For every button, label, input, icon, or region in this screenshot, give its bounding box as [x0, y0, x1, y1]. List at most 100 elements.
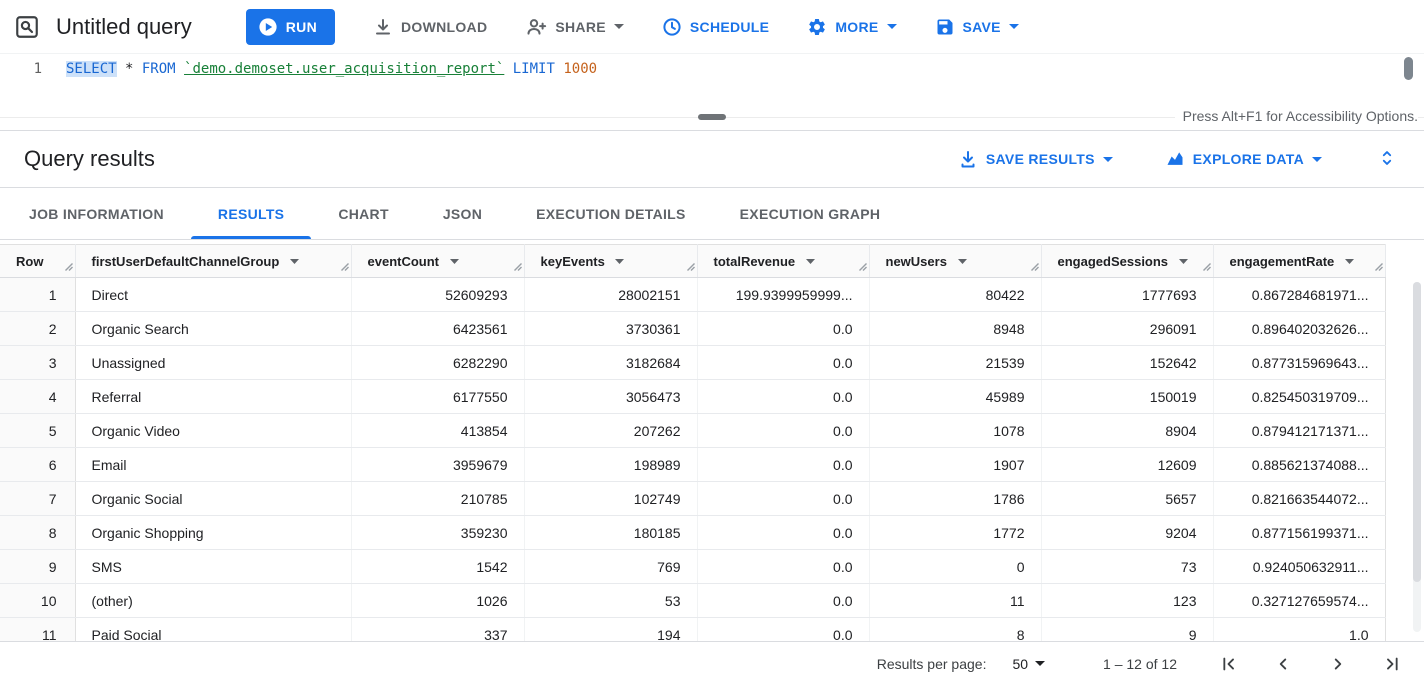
cell-engagementRate[interactable]: 0.327127659574... [1213, 583, 1386, 618]
column-menu-caret-icon[interactable] [449, 258, 459, 264]
first-page-button[interactable] [1217, 652, 1241, 676]
cell-newUsers[interactable]: 1772 [869, 515, 1042, 550]
tab-chart[interactable]: CHART [338, 205, 389, 222]
cell-totalRevenue[interactable]: 0.0 [697, 583, 870, 618]
column-resize-icon[interactable] [858, 260, 868, 272]
cell-engagedSessions[interactable]: 123 [1041, 583, 1214, 618]
cell-newUsers[interactable]: 21539 [869, 345, 1042, 380]
cell-keyEvents[interactable]: 102749 [524, 481, 698, 516]
cell-eventCount[interactable]: 6423561 [351, 311, 525, 346]
explore-data-button[interactable]: EXPLORE DATA [1165, 149, 1322, 169]
tab-execution-graph[interactable]: EXECUTION GRAPH [739, 205, 881, 222]
cell-firstUserDefaultChannelGroup[interactable]: Organic Social [75, 481, 352, 516]
column-resize-icon[interactable] [64, 260, 74, 272]
cell-eventCount[interactable]: 52609293 [351, 277, 525, 312]
row-number-cell[interactable]: 6 [0, 447, 76, 482]
column-resize-icon[interactable] [1202, 260, 1212, 272]
cell-eventCount[interactable]: 337 [351, 617, 525, 641]
cell-keyEvents[interactable]: 180185 [524, 515, 698, 550]
cell-keyEvents[interactable]: 3182684 [524, 345, 698, 380]
row-number-cell[interactable]: 2 [0, 311, 76, 346]
cell-newUsers[interactable]: 8948 [869, 311, 1042, 346]
run-button[interactable]: RUN [245, 8, 335, 45]
cell-engagedSessions[interactable]: 1777693 [1041, 277, 1214, 312]
cell-engagedSessions[interactable]: 9 [1041, 617, 1214, 641]
cell-totalRevenue[interactable]: 0.0 [697, 413, 870, 448]
cell-newUsers[interactable]: 1078 [869, 413, 1042, 448]
share-button[interactable]: SHARE [525, 16, 624, 38]
cell-eventCount[interactable]: 6177550 [351, 379, 525, 414]
cell-totalRevenue[interactable]: 0.0 [697, 515, 870, 550]
table-scrollbar-thumb[interactable] [1413, 282, 1421, 582]
column-menu-caret-icon[interactable] [957, 258, 967, 264]
row-number-cell[interactable]: 5 [0, 413, 76, 448]
cell-totalRevenue[interactable]: 0.0 [697, 311, 870, 346]
cell-firstUserDefaultChannelGroup[interactable]: Organic Shopping [75, 515, 352, 550]
cell-engagementRate[interactable]: 0.885621374088... [1213, 447, 1386, 482]
column-menu-caret-icon[interactable] [1178, 258, 1188, 264]
row-number-cell[interactable]: 8 [0, 515, 76, 550]
cell-engagementRate[interactable]: 0.825450319709... [1213, 379, 1386, 414]
cell-firstUserDefaultChannelGroup[interactable]: Direct [75, 277, 352, 312]
cell-engagementRate[interactable]: 0.924050632911... [1213, 549, 1386, 584]
cell-totalRevenue[interactable]: 199.9399959999... [697, 277, 870, 312]
cell-engagedSessions[interactable]: 73 [1041, 549, 1214, 584]
cell-engagementRate[interactable]: 0.896402032626... [1213, 311, 1386, 346]
cell-totalRevenue[interactable]: 0.0 [697, 481, 870, 516]
cell-newUsers[interactable]: 8 [869, 617, 1042, 641]
cell-engagedSessions[interactable]: 9204 [1041, 515, 1214, 550]
tab-results[interactable]: RESULTS [190, 188, 312, 239]
cell-keyEvents[interactable]: 28002151 [524, 277, 698, 312]
cell-keyEvents[interactable]: 194 [524, 617, 698, 641]
tab-execution-details[interactable]: EXECUTION DETAILS [536, 205, 686, 222]
cell-firstUserDefaultChannelGroup[interactable]: Email [75, 447, 352, 482]
cell-newUsers[interactable]: 45989 [869, 379, 1042, 414]
sql-table-reference-link[interactable]: `demo.demoset.user_acquisition_report` [184, 61, 505, 77]
cell-newUsers[interactable]: 1907 [869, 447, 1042, 482]
cell-engagedSessions[interactable]: 8904 [1041, 413, 1214, 448]
cell-newUsers[interactable]: 1786 [869, 481, 1042, 516]
column-resize-icon[interactable] [513, 260, 523, 272]
save-button[interactable]: SAVE [935, 17, 1019, 37]
column-header-engagementRate[interactable]: engagementRate [1213, 244, 1386, 278]
cell-eventCount[interactable]: 6282290 [351, 345, 525, 380]
cell-firstUserDefaultChannelGroup[interactable]: Organic Search [75, 311, 352, 346]
column-header-totalRevenue[interactable]: totalRevenue [697, 244, 870, 278]
table-scrollbar[interactable] [1413, 282, 1421, 632]
column-header-firstUserDefaultChannelGroup[interactable]: firstUserDefaultChannelGroup [75, 244, 352, 278]
cell-engagedSessions[interactable]: 152642 [1041, 345, 1214, 380]
column-menu-caret-icon[interactable] [1344, 258, 1354, 264]
expand-results-button[interactable] [1374, 145, 1400, 174]
cell-eventCount[interactable]: 1542 [351, 549, 525, 584]
column-menu-caret-icon[interactable] [805, 258, 815, 264]
cell-keyEvents[interactable]: 3056473 [524, 379, 698, 414]
column-resize-icon[interactable] [340, 260, 350, 272]
cell-engagedSessions[interactable]: 12609 [1041, 447, 1214, 482]
cell-keyEvents[interactable]: 53 [524, 583, 698, 618]
cell-engagementRate[interactable]: 0.867284681971... [1213, 277, 1386, 312]
cell-keyEvents[interactable]: 769 [524, 549, 698, 584]
column-header-eventCount[interactable]: eventCount [351, 244, 525, 278]
column-resize-icon[interactable] [686, 260, 696, 272]
previous-page-button[interactable] [1272, 652, 1296, 676]
row-number-cell[interactable]: 1 [0, 277, 76, 312]
column-resize-icon[interactable] [1030, 260, 1040, 272]
editor-scrollbar-thumb[interactable] [1404, 57, 1413, 80]
row-number-cell[interactable]: 4 [0, 379, 76, 414]
cell-totalRevenue[interactable]: 0.0 [697, 379, 870, 414]
row-number-cell[interactable]: 11 [0, 617, 76, 641]
cell-engagementRate[interactable]: 0.821663544072... [1213, 481, 1386, 516]
row-number-cell[interactable]: 10 [0, 583, 76, 618]
column-header-newUsers[interactable]: newUsers [869, 244, 1042, 278]
splitter-drag-handle[interactable] [698, 114, 726, 120]
cell-engagedSessions[interactable]: 296091 [1041, 311, 1214, 346]
cell-firstUserDefaultChannelGroup[interactable]: Organic Video [75, 413, 352, 448]
cell-engagedSessions[interactable]: 150019 [1041, 379, 1214, 414]
row-number-cell[interactable]: 3 [0, 345, 76, 380]
last-page-button[interactable] [1382, 652, 1406, 676]
sql-code-line[interactable]: SELECT * FROM `demo.demoset.user_acquisi… [66, 61, 597, 77]
download-button[interactable]: DOWNLOAD [373, 17, 487, 37]
page-size-select[interactable]: 50 [1012, 656, 1046, 672]
cell-eventCount[interactable]: 413854 [351, 413, 525, 448]
cell-keyEvents[interactable]: 207262 [524, 413, 698, 448]
